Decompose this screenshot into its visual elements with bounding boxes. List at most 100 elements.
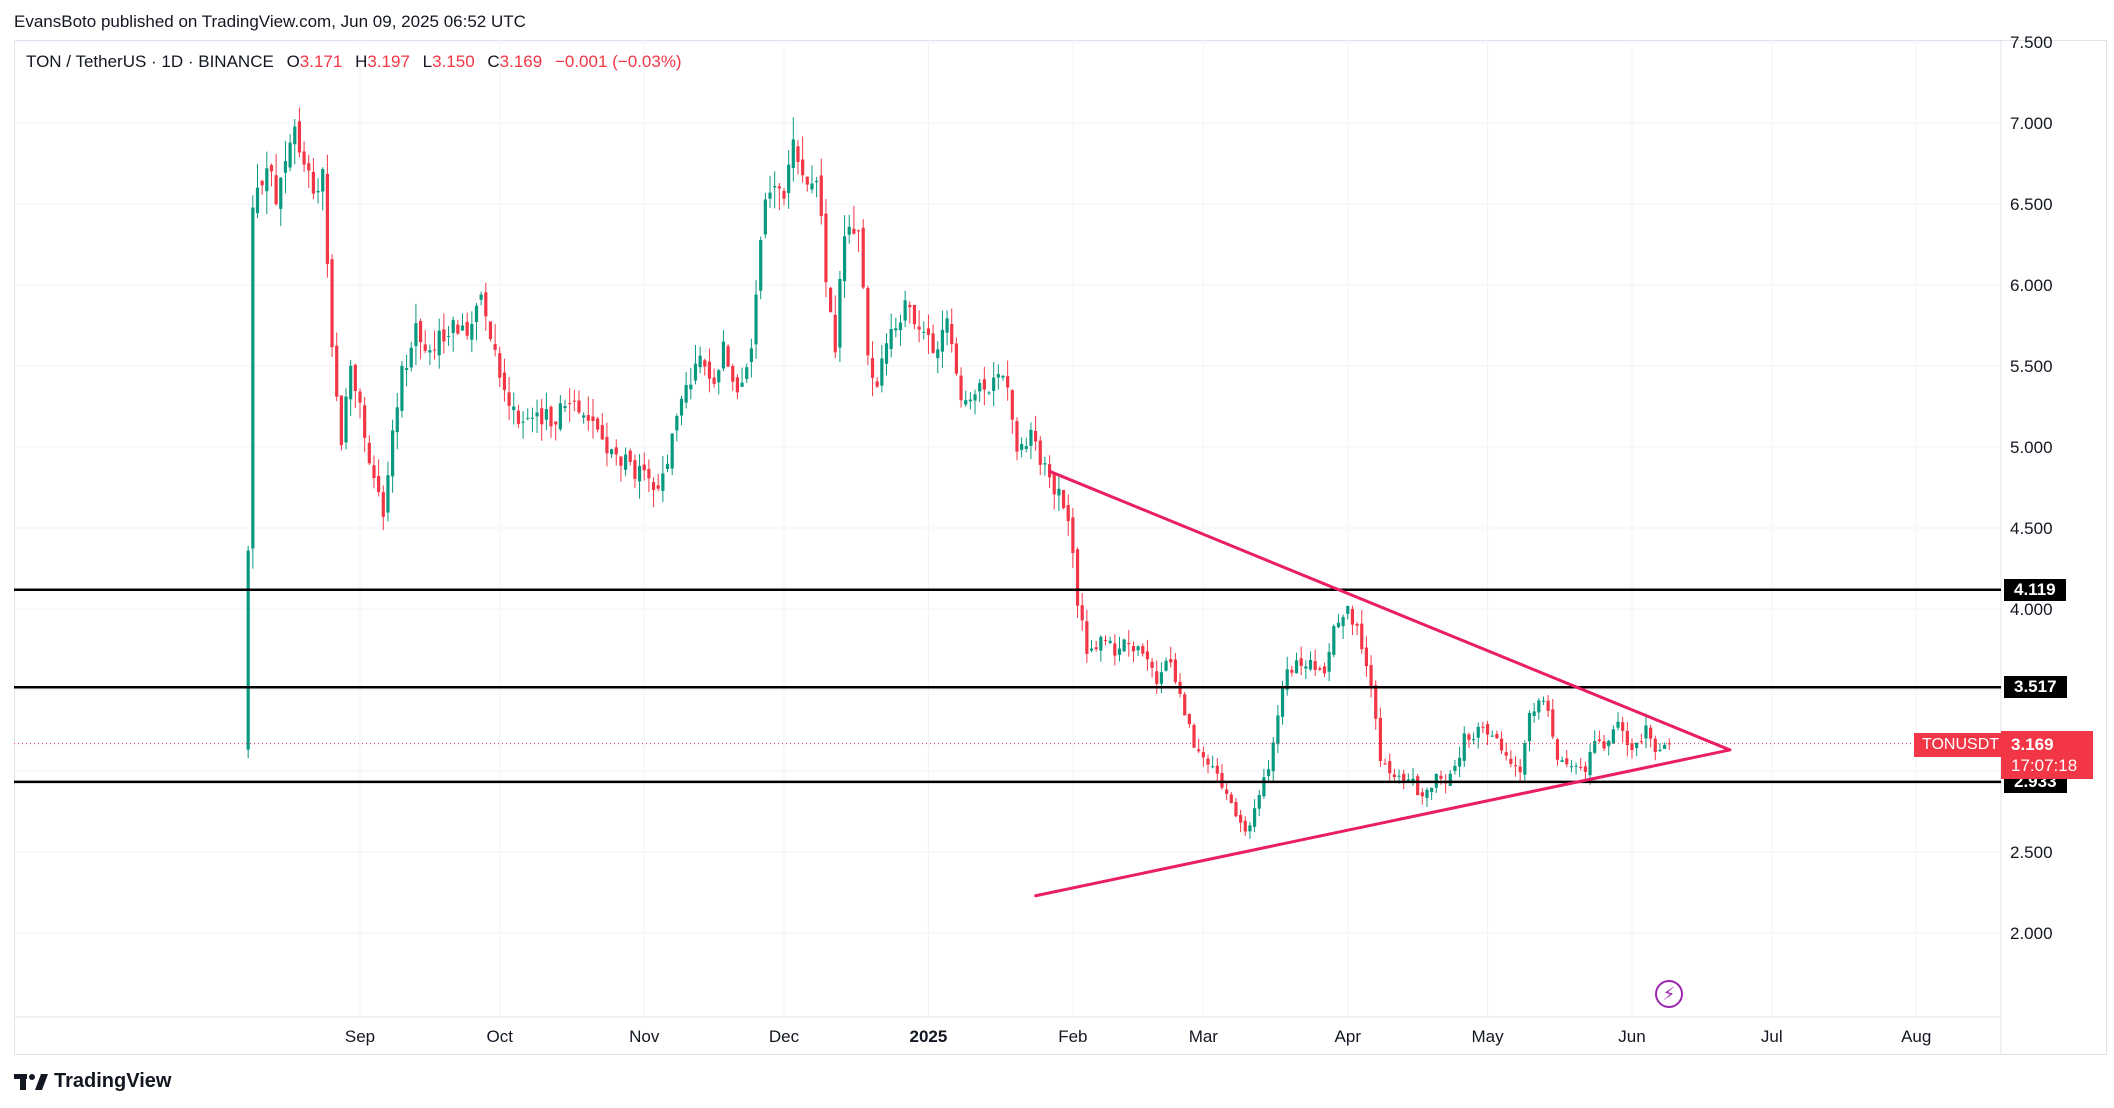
candle-body [451,319,455,333]
candle-body [1574,765,1578,767]
candle-body [1369,665,1373,688]
candle-body [1061,489,1066,509]
candle-body [1639,741,1643,743]
candle-body [437,330,441,356]
candle-body [1155,671,1159,684]
legend-high: 3.197 [367,52,410,71]
footer[interactable]: TradingView [14,1070,171,1093]
candle-body [1020,443,1024,450]
candle-body [1523,743,1527,775]
candle-body [1439,775,1443,779]
candle-body [1322,666,1327,674]
candle-body [679,398,684,416]
candle-body [1518,766,1522,773]
candle-body [1006,376,1010,388]
candle-body [1569,766,1574,768]
x-tick-label: May [1471,1027,1504,1046]
candle-body [530,417,534,419]
candle-body [1327,651,1331,672]
candle-body [535,412,539,417]
candle-body [1280,686,1285,717]
horizontal-levels[interactable] [14,588,2001,784]
candle-body [428,350,432,353]
candle-body [675,416,679,431]
ticker-tag: TONUSDT [1914,733,2008,757]
lightning-icon[interactable]: ⚡ [1655,980,1683,1008]
candle-body [335,345,339,397]
candle-body [959,375,963,401]
candle-body [1010,390,1014,420]
candle-body [591,416,595,422]
candle-body [386,475,390,513]
candle-body [1462,733,1466,761]
candle-body [1029,429,1033,446]
candle-body [1094,647,1098,650]
tick-labels: 2.0002.5003.0003.5004.0004.5005.0005.500… [345,33,2053,1046]
candle-body [665,463,670,470]
candle-body [712,377,716,384]
candle-body [768,192,772,199]
candle-body [1173,659,1177,682]
candle-body [1332,626,1336,655]
candle-body [1211,766,1215,768]
candle-body [1183,694,1187,716]
candle-body [293,126,297,145]
candle-body [409,347,413,368]
candle-body [418,321,423,343]
candle-body [670,433,674,469]
candle-body [544,409,548,420]
candle-body [1080,605,1084,621]
candle-body [996,374,1000,378]
candle-body [246,550,250,750]
candle-body [1653,738,1657,753]
candle-body [1416,776,1420,796]
legend-change: −0.001 (−0.03%) [554,52,682,71]
candle-body [922,331,926,333]
trendlines[interactable] [1034,469,1732,898]
grid [14,40,2001,1017]
candle-body [1192,724,1196,748]
candle-body [1276,715,1280,745]
candle-body [1220,772,1224,788]
candle-body [1024,446,1028,449]
candle-body [1485,723,1490,735]
candle-body [1560,760,1564,762]
candle-body [1071,517,1075,554]
candle-body [330,259,334,348]
candle-body [297,121,302,153]
candle-body [689,384,693,390]
candle-body [349,365,353,400]
candle-body [614,447,618,455]
last-price: 3.169 [2011,735,2054,754]
candle-body [1131,646,1136,652]
level-label-4119[interactable]: 4.119 [2004,578,2066,601]
candle-body [1565,758,1569,765]
candle-body [1257,794,1261,809]
y-tick-label: 6.000 [2010,276,2053,295]
candle-body [512,406,516,411]
candle-body [633,460,637,479]
candle-body [1579,767,1583,769]
candle-body [973,394,977,401]
candle-body [1667,743,1671,745]
candle-body [568,403,572,405]
candle-body [815,180,819,183]
candle-body [1607,740,1611,747]
candle-body [404,368,409,370]
x-tick-label: Jun [1618,1027,1645,1046]
candle-body [861,227,865,288]
candle-body [1285,669,1289,690]
candle-body [1159,672,1164,684]
candle-body [582,415,586,418]
candle-body [1406,779,1410,782]
candle-body [1299,658,1303,666]
candle-body [255,187,260,214]
candle-body [353,364,357,391]
level-label-3517[interactable]: 3.517 [2004,676,2067,699]
candle-body [1402,773,1406,782]
y-tick-label: 4.000 [2010,600,2053,619]
candle-body [1658,749,1662,752]
candle-body [1513,765,1518,767]
chart-frame[interactable] [14,40,2107,1055]
